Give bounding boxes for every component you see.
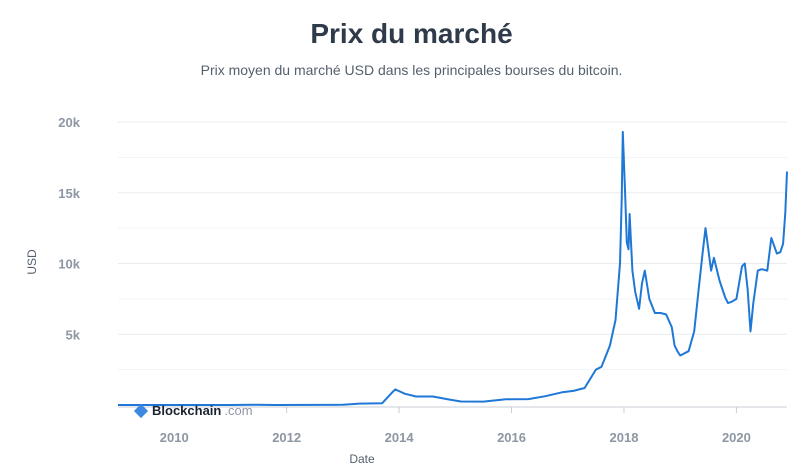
- brand-name: Blockchain: [152, 403, 222, 418]
- grid-lines: [118, 121, 787, 371]
- y-tick-label: 15k: [58, 186, 80, 201]
- x-tick-label: 2020: [722, 430, 751, 445]
- y-tick-label: 5k: [66, 327, 81, 342]
- y-tick-label: 10k: [58, 257, 80, 272]
- price-series-line: [118, 130, 788, 406]
- y-tick-label: 20k: [58, 115, 80, 130]
- y-axis-title: USD: [25, 249, 39, 275]
- y-axis-ticks: 5k 10k 15k 20k: [58, 115, 80, 342]
- x-axis-ticks: 2010 2012 2014 2016 2018 2020: [160, 407, 751, 445]
- x-tick-label: 2012: [272, 430, 301, 445]
- x-tick-label: 2010: [160, 430, 189, 445]
- x-tick-label: 2016: [497, 430, 526, 445]
- x-tick-label: 2014: [385, 430, 415, 445]
- x-tick-label: 2018: [610, 430, 639, 445]
- brand-logo: Blockchain .com: [133, 403, 253, 418]
- brand-domain: .com: [224, 403, 253, 418]
- x-axis-title: Date: [349, 452, 375, 466]
- chart-title: Prix du marché: [310, 18, 513, 49]
- chart-subtitle: Prix moyen du marché USD dans les princi…: [200, 62, 623, 78]
- blockchain-logo-icon: [133, 403, 149, 418]
